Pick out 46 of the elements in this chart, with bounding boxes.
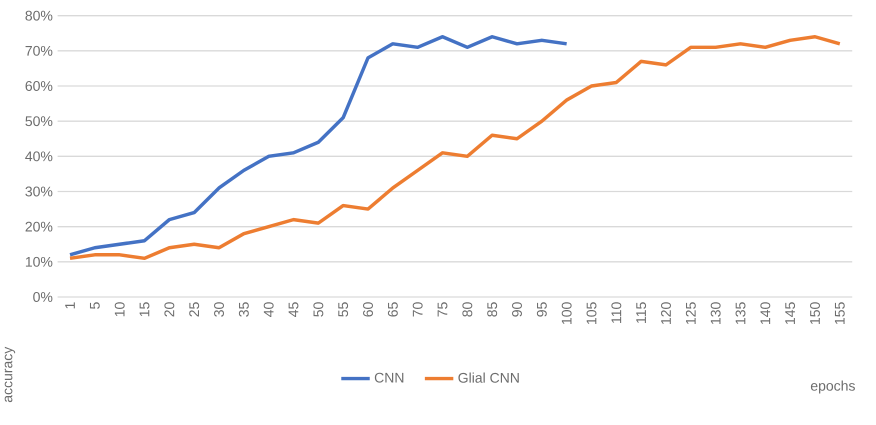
x-tick-label: 120 — [661, 302, 671, 324]
x-tick-label: 80 — [462, 302, 472, 317]
x-tick-label: 140 — [760, 302, 770, 324]
x-tick-label: 90 — [512, 302, 522, 317]
x-tick-label: 65 — [388, 302, 398, 317]
x-tick-label: 95 — [536, 302, 547, 317]
x-tick-label: 55 — [338, 302, 348, 317]
y-tick-label: 40% — [25, 151, 52, 162]
x-tick-label: 5 — [90, 302, 100, 309]
x-tick-label: 75 — [438, 302, 448, 317]
y-tick-label: 70% — [26, 46, 52, 56]
y-tick-label: 80% — [25, 10, 52, 21]
x-tick-label: 125 — [686, 302, 696, 324]
x-tick-label: 25 — [189, 302, 200, 317]
x-tick-label: 145 — [785, 302, 796, 324]
legend-label: CNN — [374, 372, 404, 383]
x-tick-label: 130 — [710, 302, 721, 324]
x-tick-label: 10 — [114, 302, 125, 316]
x-tick-label: 100 — [562, 302, 572, 324]
x-tick-label: 50 — [313, 302, 324, 317]
x-tick-label: 150 — [810, 302, 820, 324]
y-tick-label: 10% — [26, 256, 52, 267]
x-tick-label: 155 — [834, 302, 845, 324]
x-tick-label: 20 — [164, 302, 174, 317]
y-axis-title: accuracy — [4, 346, 16, 402]
x-tick-label: 15 — [140, 302, 150, 316]
y-tick-label: 20% — [26, 222, 52, 232]
legend-label: Glial CNN — [458, 372, 519, 383]
x-tick-label: 115 — [636, 302, 646, 323]
y-tick-label: 60% — [26, 81, 52, 91]
x-tick-label: 70 — [412, 302, 423, 317]
x-tick-label: 35 — [238, 302, 249, 317]
x-tick-label: 40 — [264, 302, 274, 317]
x-tick-label: 1 — [65, 302, 75, 308]
y-tick-label: 0% — [33, 292, 52, 302]
x-tick-label: 30 — [214, 302, 224, 317]
x-tick-label: 85 — [487, 302, 498, 317]
x-tick-label: 110 — [611, 302, 622, 323]
x-tick-label: 45 — [288, 302, 298, 317]
x-axis-title: epochs — [810, 380, 855, 394]
y-tick-label: 30% — [25, 186, 52, 196]
x-tick-label: 105 — [586, 302, 596, 324]
x-tick-label: 135 — [736, 302, 746, 324]
line-series — [68, 35, 842, 260]
x-tick-label: 60 — [363, 302, 373, 317]
y-tick-label: 50% — [25, 116, 52, 126]
